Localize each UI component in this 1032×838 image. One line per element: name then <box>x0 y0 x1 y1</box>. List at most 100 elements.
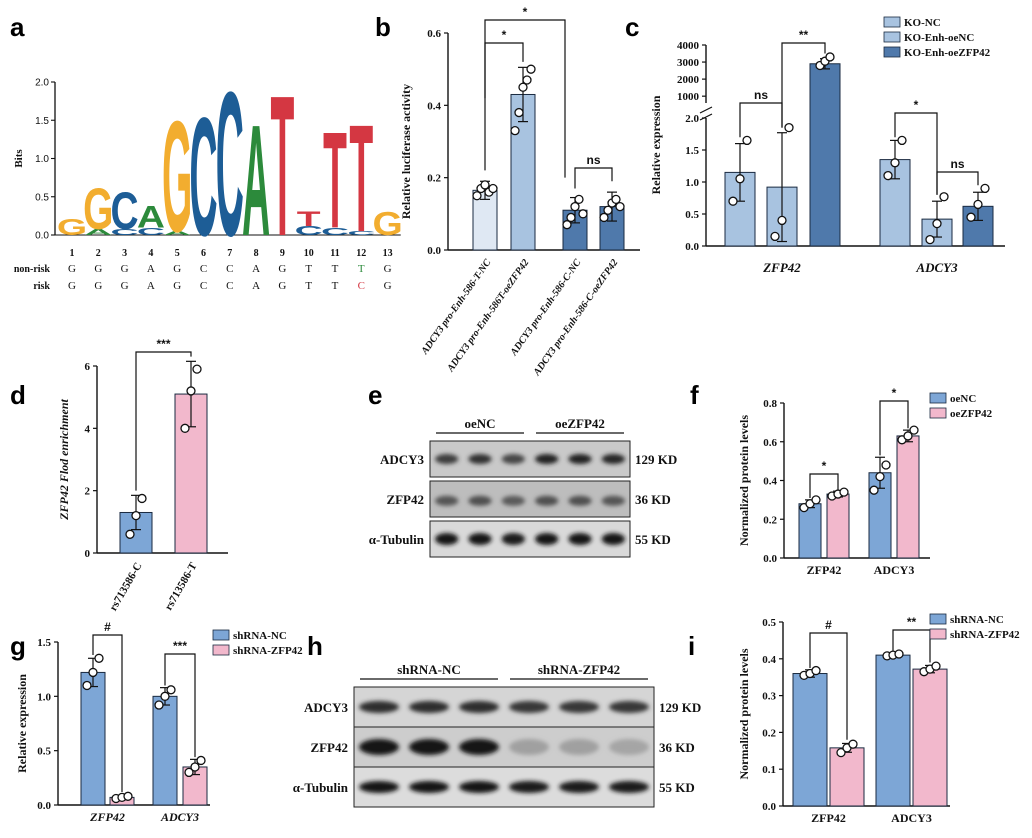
y-tick-label: 0.8 <box>763 398 777 410</box>
panel-label-g: g <box>10 631 26 661</box>
bar <box>809 63 841 247</box>
data-point <box>570 201 580 212</box>
protein-band <box>535 454 559 464</box>
data-point <box>137 493 147 504</box>
position-number: 8 <box>254 248 259 259</box>
sequence-base: G <box>278 280 286 292</box>
data-point <box>184 767 194 778</box>
protein-band <box>468 495 492 506</box>
x-category-label: rs713586-C <box>107 560 144 613</box>
data-point <box>890 158 900 168</box>
position-number: 4 <box>148 248 153 259</box>
data-point <box>770 231 780 242</box>
panel-label-d: d <box>10 380 26 410</box>
legend-swatch <box>212 629 230 641</box>
y-axis-label: Relative expression <box>15 674 29 773</box>
data-point <box>742 135 752 146</box>
sequence-base: G <box>68 263 76 275</box>
protein-band <box>409 701 449 713</box>
protein-band <box>501 533 525 545</box>
legend-swatch <box>883 46 901 58</box>
significance-label: ns <box>586 153 600 167</box>
blot-size-label: 129 KD <box>659 700 701 715</box>
data-point <box>836 747 846 758</box>
x-category-label: ZFP42 <box>807 563 842 577</box>
sequence-base: G <box>94 263 102 275</box>
significance-label: # <box>825 618 832 632</box>
legend-label: shRNA-NC <box>233 630 287 642</box>
legend-label: oeNC <box>950 393 976 405</box>
legend-label: shRNA-ZFP42 <box>950 629 1020 641</box>
data-point <box>881 460 891 470</box>
y-tick-label: 2.0 <box>35 78 49 89</box>
data-point <box>180 423 190 433</box>
logo-letter: T <box>349 93 373 264</box>
significance-label: # <box>104 620 111 634</box>
sequence-base: C <box>200 280 207 292</box>
protein-band <box>359 739 399 755</box>
protein-band <box>568 533 592 545</box>
x-category-label: rs713586-T <box>163 560 200 613</box>
y-tick-label: 6 <box>85 361 91 373</box>
protein-band <box>509 781 549 793</box>
protein-band <box>601 533 625 545</box>
data-point <box>925 234 935 245</box>
blot-membrane <box>429 440 631 478</box>
position-number: 3 <box>122 248 127 259</box>
blot-protein-label: α-Tubulin <box>369 532 425 547</box>
position-number: 9 <box>280 248 285 259</box>
bar <box>962 205 994 247</box>
protein-band <box>535 495 559 506</box>
logo-letter: C <box>295 224 323 238</box>
data-point <box>615 201 625 212</box>
logo-letter: G <box>83 177 113 242</box>
data-point <box>848 739 858 749</box>
data-point <box>196 755 206 766</box>
protein-band <box>559 781 599 793</box>
sequence-base: T <box>332 263 339 275</box>
sequence-base: G <box>173 280 181 292</box>
protein-band <box>501 454 525 464</box>
significance-bracket <box>809 632 848 740</box>
sequence-base: G <box>278 263 286 275</box>
data-point <box>777 215 787 226</box>
protein-band <box>359 701 399 713</box>
blot-membrane <box>429 520 631 558</box>
protein-band <box>509 701 549 713</box>
logo-letter: C <box>189 82 217 271</box>
blot-protein-label: α-Tubulin <box>293 780 349 795</box>
y-tick-label: 0.5 <box>685 209 699 221</box>
significance-label: * <box>502 28 507 42</box>
protein-band <box>409 739 449 755</box>
significance-bracket <box>164 653 196 758</box>
significance-label: * <box>892 386 897 400</box>
data-point <box>875 471 885 482</box>
bar <box>792 673 828 807</box>
y-tick-label: 0.4 <box>427 100 441 112</box>
significance-bracket <box>809 473 839 498</box>
sequence-base: G <box>68 280 76 292</box>
y-tick-label: 1.0 <box>37 691 51 703</box>
logo-letter: C <box>216 50 244 279</box>
protein-band <box>568 495 592 506</box>
y-axis-label: Relative luciferase activity <box>399 84 413 219</box>
sequence-base: C <box>226 263 233 275</box>
sequence-base: T <box>305 263 312 275</box>
protein-levels-chart-f: 0.0 0.2 0.4 0.6 0.8 Normalized protein levels… <box>737 386 993 577</box>
data-point <box>811 495 821 505</box>
sequence-base: A <box>252 280 260 292</box>
logo-letter: G <box>162 90 192 266</box>
significance-bracket <box>739 102 783 138</box>
data-point <box>980 183 990 194</box>
y-tick-label: 0.0 <box>35 231 49 242</box>
position-number: 1 <box>70 248 75 259</box>
y-axis-label: ZFP42 Flod enrichment <box>57 399 71 521</box>
logo-letter: A <box>242 94 270 270</box>
legend-swatch <box>883 31 901 43</box>
significance-label: *** <box>173 639 187 653</box>
y-tick-label: 1.5 <box>37 637 51 649</box>
y-tick-label: 0.5 <box>762 617 776 629</box>
data-point <box>518 82 528 92</box>
data-point <box>599 212 609 223</box>
x-category-label: ZFP42 <box>811 811 846 825</box>
